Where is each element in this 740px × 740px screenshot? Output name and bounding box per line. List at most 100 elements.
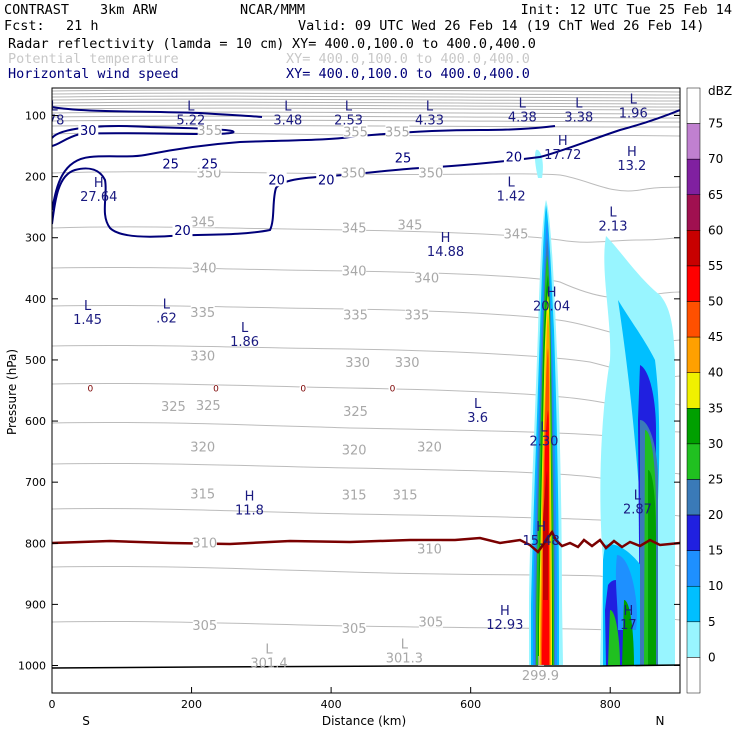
theta-contour-label: 305 [192,619,217,634]
colorbar-box [686,479,701,516]
field-xy-wind: XY= 400.0,100.0 to 400.0,400.0 [286,66,530,82]
extremum-value: 2.30 [529,434,558,449]
x-tick-label: 200 [181,698,202,711]
ground-line [52,664,680,669]
x-tick-label: 800 [600,698,621,711]
field-name-theta: Potential temperature [8,51,179,67]
theta-label-bg [418,614,443,628]
theta-contour-label: 345 [190,215,215,230]
x-end-label-south: S [82,714,90,728]
freezing-label-bg [299,384,308,393]
extrema-labels: L.78L5.22L3.48L2.53L4.33L4.38L3.38L1.96H… [44,92,652,684]
fcst-label: Fcst: [4,18,45,34]
colorbar-box [686,443,701,480]
extremum-value: 20.04 [533,299,570,314]
y-tick-label: 800 [25,537,46,550]
reflectivity-shading [529,149,676,666]
colorbar-label: 55 [708,259,723,273]
colorbar-label: 45 [708,330,723,344]
theta-contour-label: 315 [393,489,418,504]
freezing-level-label: 0 [300,385,306,395]
header: CONTRAST 3km ARW NCAR/MMM Init: 12 UTC T… [4,2,732,82]
theta-contour-label: 345 [342,222,367,237]
wind-label-bg [392,150,413,165]
extremum-value: 17 [620,618,637,633]
extremum-kind: L [575,97,583,112]
colorbar-box [686,230,701,267]
y-tick-label: 1000 [18,660,46,673]
theta-label-bg [397,217,422,231]
theta-label-bg [342,487,367,501]
theta-label-bg [196,397,221,411]
theta-contour-label: 335 [343,308,368,323]
theta-label-bg [190,304,215,318]
theta-label-bg [192,617,217,631]
theta-contour-label: 305 [418,616,443,631]
colorbar-label: 75 [708,117,723,131]
plot-frame [51,87,681,694]
project-label: CONTRAST [4,2,69,18]
wind-contour-label: 20 [268,173,285,188]
theta-label-bg [190,348,215,362]
colorbar-box [686,585,701,623]
theta-contour-label: 315 [190,487,215,502]
theta-contour-label: 320 [417,440,442,455]
extremum-value: 4.38 [508,111,537,126]
wind-label-bg [78,122,99,137]
extremum-value: 1.42 [497,189,526,204]
extremum-value: 17.72 [544,148,581,163]
freezing-level-line [52,529,680,554]
extremum-kind: H [245,490,255,505]
theta-label-bg [404,307,429,321]
extremum-kind: L [265,642,273,657]
extremum-kind: L [426,100,434,115]
theta-contour-label: 320 [190,440,215,455]
colorbar-label: 70 [708,152,723,166]
theta-label-bg [197,122,222,136]
extremum-value: 27.64 [80,190,117,205]
y-tick-label: 500 [25,354,46,367]
field-name-reflectivity: Radar reflectivity (lamda = 10 cm) [8,36,284,52]
field-name-wind: Horizontal wind speed [8,66,179,82]
colorbar-label: 25 [708,472,723,486]
wind-contour-label: 20 [506,151,523,166]
wind-label-bg [316,172,337,187]
wind-label-bg [266,172,287,187]
extremum-kind: L [163,298,171,313]
colorbar-label: 40 [708,366,723,380]
extremum-value: 5.22 [176,114,205,129]
extremum-kind: L [630,92,638,107]
extremum-value: 2.13 [599,219,628,234]
extremum-kind: H [500,604,510,619]
wind-contour-label: 30 [80,124,97,139]
extremum-value: .62 [156,312,177,327]
theta-contour-label: 320 [342,443,367,458]
x-tick-label: 600 [460,698,481,711]
x-tick-label: 400 [321,698,342,711]
colorbar-label: 10 [708,579,723,593]
theta-contour-label: 345 [504,228,529,243]
theta-contour-label: 315 [342,489,367,504]
theta-contour-label: 310 [417,542,442,557]
theta-contour-label: 330 [395,356,420,371]
theta-contour-label: 355 [197,124,222,139]
extremum-value: .78 [44,114,65,129]
theta-contour-label: 345 [398,219,423,234]
extremum-value: 13.2 [617,159,646,174]
theta-contour-label: 340 [414,272,439,287]
theta-label-bg [190,439,215,453]
field-xy-theta: XY= 400.0,100.0 to 400.0,400.0 [286,51,530,67]
colorbar-box [686,408,701,445]
extremum-kind: L [84,299,92,314]
extremum-kind: H [441,231,451,246]
theta-label-bg [342,220,367,234]
theta-label-bg [192,260,217,274]
extremum-kind: L [50,100,58,115]
extremum-value: 15.48 [523,534,560,549]
extremum-value: 4.33 [415,114,444,129]
extremum-kind: L [519,97,527,112]
extremum-kind: H [627,145,637,160]
